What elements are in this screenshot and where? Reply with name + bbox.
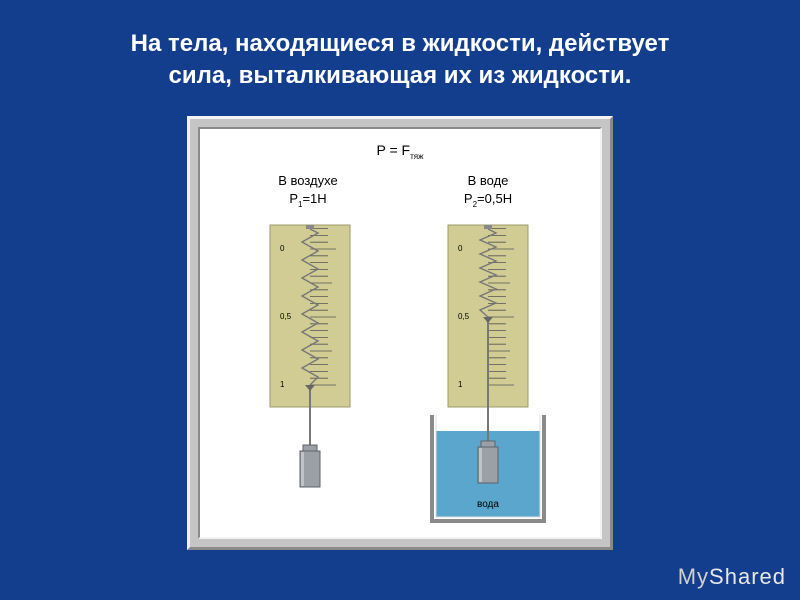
- svg-text:1: 1: [280, 380, 285, 389]
- svg-text:вода: вода: [477, 499, 499, 510]
- watermark-my: My: [678, 564, 709, 589]
- slide-title: На тела, находящиеся в жидкости, действу…: [0, 0, 800, 93]
- svg-text:В воздухе: В воздухе: [278, 173, 337, 188]
- svg-text:0: 0: [280, 244, 285, 253]
- svg-text:0,5: 0,5: [458, 312, 470, 321]
- svg-text:В воде: В воде: [468, 173, 509, 188]
- svg-text:P1=1Н: P1=1Н: [289, 191, 326, 209]
- watermark: MyShared: [678, 564, 786, 590]
- svg-text:P = Fтяж: P = Fтяж: [377, 142, 425, 161]
- title-line2: сила, выталкивающая их из жидкости.: [169, 62, 632, 89]
- diagram-panel-outer: P = Fтяж В воздухе P1=1Н 0 0,5 1 В воде P2=0,5Н…: [187, 116, 613, 550]
- svg-text:1: 1: [458, 380, 463, 389]
- svg-text:0: 0: [458, 244, 463, 253]
- svg-text:0,5: 0,5: [280, 312, 292, 321]
- diagram-svg: P = Fтяж В воздухе P1=1Н 0 0,5 1 В воде P2=0,5Н…: [200, 129, 596, 533]
- svg-text:P2=0,5Н: P2=0,5Н: [464, 191, 512, 209]
- watermark-shared: Shared: [709, 564, 786, 589]
- slide: На тела, находящиеся в жидкости, действу…: [0, 0, 800, 600]
- title-line1: На тела, находящиеся в жидкости, действу…: [131, 30, 670, 57]
- diagram-panel-inner: P = Fтяж В воздухе P1=1Н 0 0,5 1 В воде P2=0,5Н…: [198, 127, 602, 539]
